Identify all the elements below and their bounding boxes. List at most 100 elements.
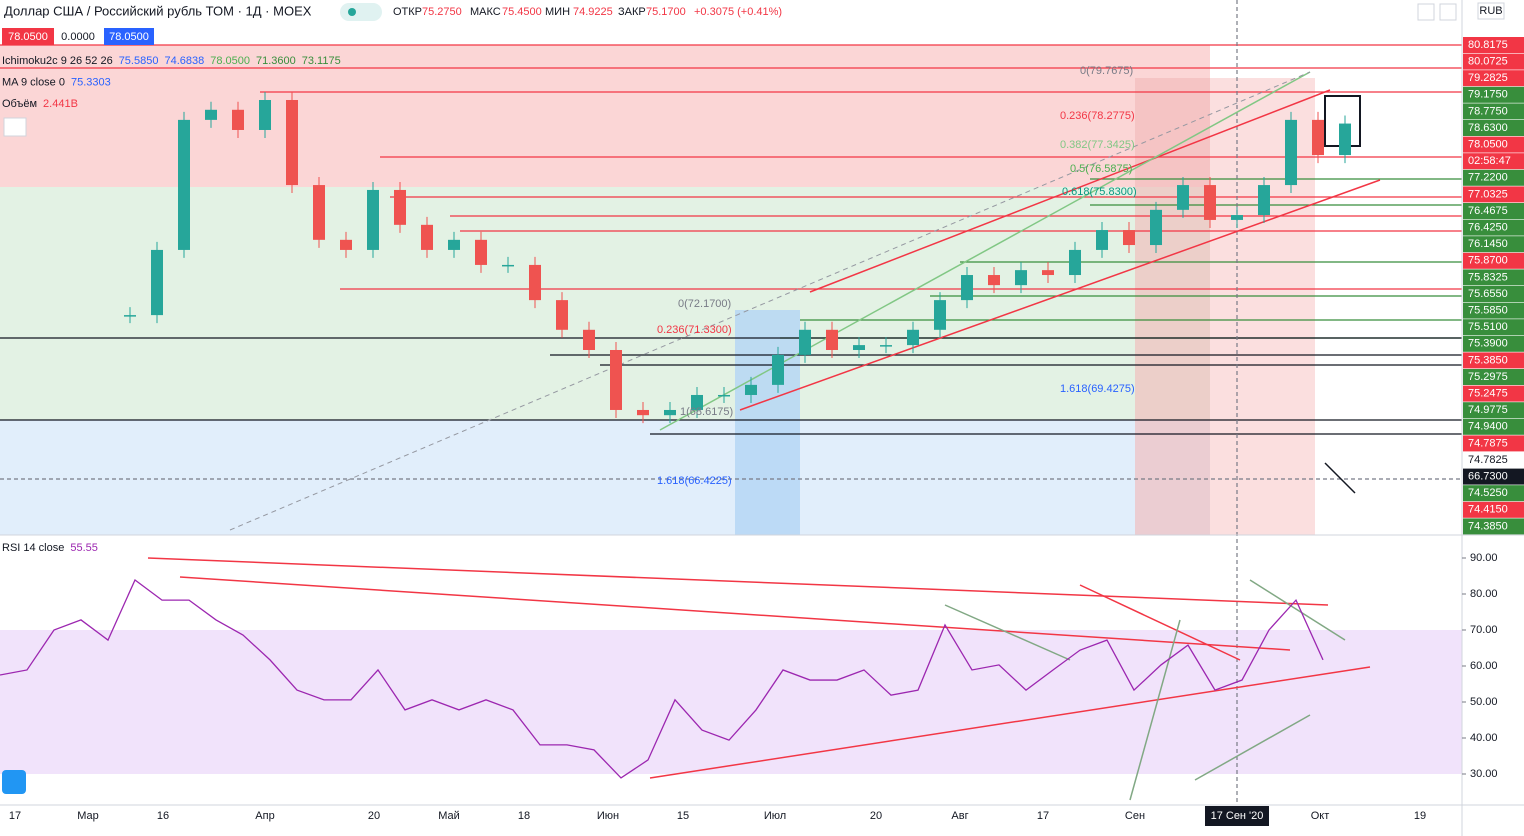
candle bbox=[961, 275, 973, 301]
rsi-tick-label: 80.00 bbox=[1470, 588, 1498, 600]
price-label-bg bbox=[1463, 286, 1524, 302]
zone bbox=[0, 420, 1210, 535]
price-label-bg bbox=[1463, 418, 1524, 435]
price-label: 74.4150 bbox=[1468, 504, 1508, 516]
indicator-value: 74.6838 bbox=[164, 55, 204, 67]
collapse-button[interactable] bbox=[3, 117, 27, 137]
price-label: 76.1450 bbox=[1468, 238, 1508, 250]
x-label: 15 bbox=[677, 810, 689, 822]
title: Доллар США / Российский рубль ТОМ · 1Д ·… bbox=[4, 3, 312, 18]
candle bbox=[178, 119, 190, 250]
price-label: 78.6300 bbox=[1468, 122, 1508, 134]
price-label: 77.2200 bbox=[1468, 172, 1508, 184]
candle bbox=[259, 99, 271, 130]
price-label-bg bbox=[1463, 501, 1524, 518]
price-label-bg bbox=[1463, 319, 1524, 336]
ohlc-value: 75.4500 bbox=[502, 6, 542, 18]
zone bbox=[1135, 78, 1210, 535]
price-label-bg bbox=[1463, 53, 1524, 70]
x-label: Мар bbox=[77, 810, 99, 822]
price-label-bg bbox=[1463, 385, 1524, 402]
rsi-tick-label: 70.00 bbox=[1470, 624, 1498, 636]
x-label: 17 bbox=[1037, 810, 1049, 822]
buy-box[interactable] bbox=[104, 28, 154, 45]
ohlc-label: ОТКР bbox=[393, 6, 422, 18]
sell-box[interactable] bbox=[2, 28, 54, 45]
price-label: 78.7750 bbox=[1468, 105, 1508, 117]
price-label-bg bbox=[1463, 302, 1524, 319]
candle bbox=[826, 329, 838, 350]
visibility-toggle[interactable] bbox=[340, 3, 382, 21]
rsi-band bbox=[0, 630, 1462, 774]
candle bbox=[1258, 185, 1270, 216]
price-label: 75.3900 bbox=[1468, 338, 1508, 350]
indicator-value: 78.0500 bbox=[210, 55, 250, 67]
rsi-tick-label: 60.00 bbox=[1470, 660, 1498, 672]
marks bbox=[124, 91, 1351, 424]
trend-lines bbox=[147, 71, 1381, 801]
indicator-value: 75.3303 bbox=[71, 76, 111, 88]
price-label: 75.2475 bbox=[1468, 388, 1508, 400]
price-label-bg bbox=[1463, 169, 1524, 186]
candle bbox=[880, 345, 892, 347]
candle bbox=[367, 189, 379, 250]
price-label: 74.5250 bbox=[1468, 487, 1508, 499]
crosshair-date-bg bbox=[1205, 806, 1269, 826]
candle bbox=[1015, 270, 1027, 286]
price-label-bg bbox=[1463, 352, 1524, 369]
x-label: Май bbox=[438, 810, 460, 822]
candle bbox=[1285, 119, 1297, 186]
button[interactable] bbox=[1417, 3, 1435, 21]
indicator-value: 75.5850 bbox=[119, 55, 159, 67]
candle bbox=[475, 239, 487, 265]
ohlc-label: ЗАКР bbox=[618, 6, 646, 18]
candle bbox=[1042, 270, 1054, 276]
logo bbox=[2, 770, 26, 794]
indicator-name: Ichimoku2c 9 26 52 26 bbox=[2, 55, 113, 67]
price-label-bg bbox=[1463, 452, 1524, 468]
candle bbox=[232, 109, 244, 130]
price-label-bg bbox=[1463, 485, 1524, 502]
price-label-bg bbox=[1463, 335, 1524, 352]
button[interactable] bbox=[1439, 3, 1457, 21]
price-label: 76.4250 bbox=[1468, 222, 1508, 234]
price-label-bg bbox=[1463, 402, 1524, 419]
price-label: 74.7875 bbox=[1468, 437, 1508, 449]
buy-price: 78.0500 bbox=[109, 31, 149, 43]
candle bbox=[448, 239, 460, 250]
zone bbox=[735, 310, 800, 535]
candle bbox=[907, 329, 919, 346]
candle bbox=[313, 185, 325, 240]
price-label-bg bbox=[1463, 219, 1524, 236]
price-label-bg bbox=[1463, 468, 1524, 485]
change: +0.3075 (+0.41%) bbox=[694, 6, 782, 18]
x-label: 17 bbox=[9, 810, 21, 822]
candle bbox=[1312, 119, 1324, 156]
candle bbox=[1150, 209, 1162, 246]
x-label: Июл bbox=[764, 810, 786, 822]
price-label-bg bbox=[1463, 369, 1524, 385]
candle bbox=[772, 354, 784, 385]
ohlc-value: 74.9225 bbox=[573, 6, 613, 18]
price-label: 75.8700 bbox=[1468, 255, 1508, 267]
candle bbox=[988, 275, 1000, 286]
price-label: 74.9400 bbox=[1468, 421, 1508, 433]
currency-button[interactable] bbox=[1477, 2, 1505, 20]
candle bbox=[394, 189, 406, 225]
price-label-bg bbox=[1463, 269, 1524, 286]
price-label: 75.6550 bbox=[1468, 288, 1508, 300]
price-label-bg bbox=[1463, 203, 1524, 219]
rsi-tick-label: 30.00 bbox=[1470, 768, 1498, 780]
x-label: Авг bbox=[951, 810, 968, 822]
price-label-bg bbox=[1463, 153, 1524, 170]
price-label: 76.4675 bbox=[1468, 205, 1508, 217]
price-label: 79.1750 bbox=[1468, 89, 1508, 101]
price-label-bg bbox=[1463, 435, 1524, 452]
price-label: 74.3850 bbox=[1468, 520, 1508, 532]
candle bbox=[664, 409, 676, 416]
price-label: 77.0325 bbox=[1468, 188, 1508, 200]
candle bbox=[340, 239, 352, 250]
price-label: 74.7825 bbox=[1468, 454, 1508, 466]
candle bbox=[934, 300, 946, 330]
